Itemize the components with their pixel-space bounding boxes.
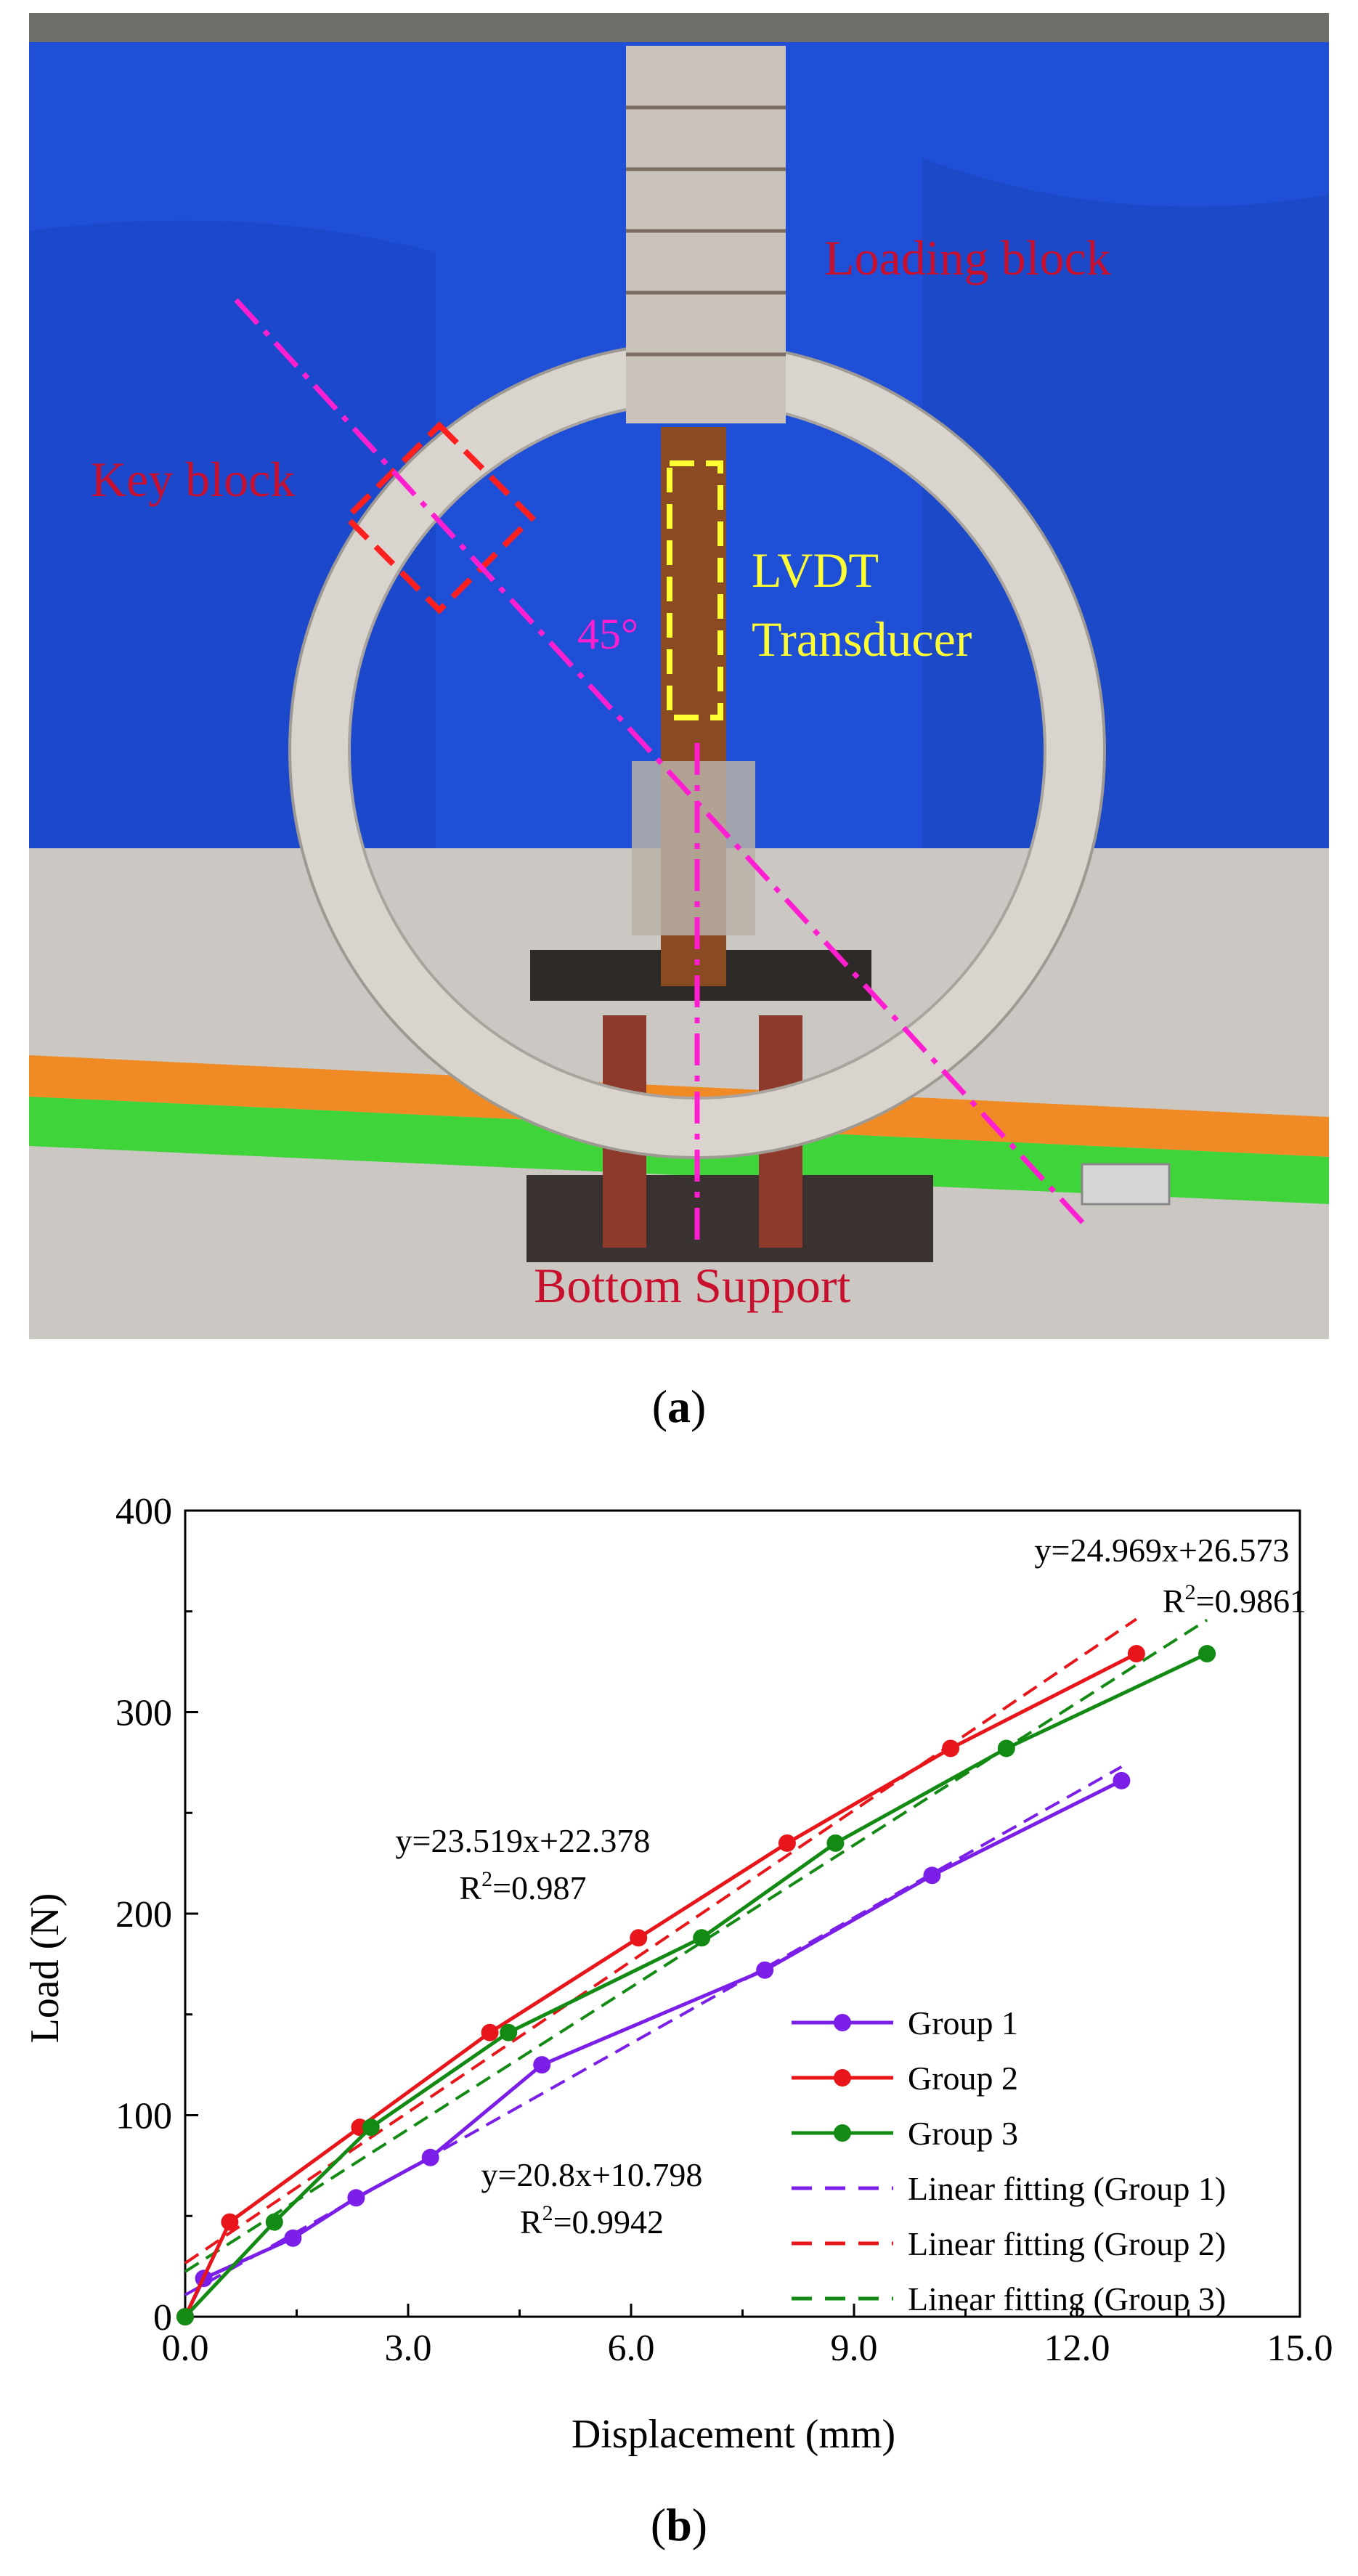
x-tick-label: 3.0 bbox=[385, 2328, 432, 2369]
key-block-label: Key block bbox=[91, 452, 295, 507]
series-line bbox=[183, 1651, 1138, 2318]
data-point bbox=[1113, 1771, 1131, 1789]
x-tick-label: 0.0 bbox=[162, 2328, 209, 2369]
data-point bbox=[942, 1739, 960, 1758]
legend: Group 1 Group 2 Group 3 Linear fitting (Gro… bbox=[792, 2004, 1226, 2317]
legend-label: Linear fitting (Group 1) bbox=[908, 2170, 1226, 2207]
curtain-fold bbox=[922, 158, 1329, 892]
data-point bbox=[826, 1834, 845, 1852]
transducer-label: Transducer bbox=[752, 612, 972, 667]
y-tick-label: 400 bbox=[115, 1491, 172, 1532]
diagonal-45-line bbox=[234, 298, 1088, 1228]
y-tick-label: 100 bbox=[115, 2096, 172, 2137]
data-point bbox=[500, 2023, 518, 2041]
x-tick-label: 12.0 bbox=[1044, 2328, 1110, 2369]
bottom-support-plate bbox=[526, 1175, 933, 1262]
loading-block-label: Loading block bbox=[824, 230, 1111, 285]
data-point bbox=[778, 1834, 796, 1852]
fit-r-squared: R2=0.987 bbox=[459, 1867, 586, 1906]
x-axis-label: Displacement (mm) bbox=[572, 2412, 895, 2457]
data-point bbox=[756, 1961, 774, 1979]
data-point bbox=[997, 1739, 1015, 1758]
caption-b: (b) bbox=[650, 2499, 708, 2551]
legend-swatch-marker bbox=[834, 2069, 851, 2087]
legend-label: Group 3 bbox=[908, 2115, 1018, 2152]
data-point bbox=[693, 1929, 711, 1947]
legend-swatch-marker bbox=[834, 2124, 851, 2142]
fit-annotations: y=24.969x+26.573 R2=0.9861 y=23.519x+22.37… bbox=[396, 1532, 1307, 2240]
test-setup-photo: Loading block Key block LVDT Transducer … bbox=[29, 13, 1329, 1339]
data-point bbox=[362, 2118, 380, 2137]
y-tick-label: 300 bbox=[115, 1693, 172, 1734]
y-axis-label: Load (N) bbox=[23, 1893, 68, 2044]
caption-b-letter: b bbox=[666, 2499, 692, 2551]
y-tick-label: 0 bbox=[153, 2297, 172, 2339]
data-point bbox=[1127, 1645, 1145, 1663]
data-point bbox=[265, 2213, 283, 2231]
lvdt-marker bbox=[667, 460, 723, 720]
legend-label: Linear fitting (Group 2) bbox=[908, 2225, 1226, 2262]
legend-swatch-marker bbox=[834, 2014, 851, 2031]
sensor-box bbox=[1081, 1163, 1171, 1206]
series-line bbox=[184, 1651, 1208, 2318]
data-point bbox=[176, 2308, 194, 2325]
data-series bbox=[176, 1645, 1216, 2325]
lvdt-label: LVDT bbox=[752, 543, 879, 598]
angle-label: 45° bbox=[577, 610, 638, 658]
y-tick-label: 200 bbox=[115, 1894, 172, 1935]
data-point bbox=[481, 2023, 499, 2041]
data-point bbox=[221, 2213, 239, 2231]
data-point bbox=[347, 2189, 365, 2207]
loading-block-stack bbox=[626, 46, 786, 423]
fit-r-squared: R2=0.9861 bbox=[1163, 1580, 1306, 1620]
fit-r-squared: R2=0.9942 bbox=[520, 2201, 664, 2240]
load-displacement-chart: 0.0 3.0 6.0 9.0 12.0 15.0 0 100 200 300 400 y=24.9… bbox=[23, 1491, 1333, 2457]
legend-label: Linear fitting (Group 3) bbox=[908, 2280, 1226, 2317]
top-wall bbox=[29, 13, 1329, 42]
data-point bbox=[1198, 1645, 1216, 1663]
loading-block-seams bbox=[626, 105, 786, 357]
caption-a-letter: a bbox=[667, 1381, 691, 1432]
caption-a: (a) bbox=[651, 1381, 707, 1432]
x-tick-label: 15.0 bbox=[1267, 2328, 1333, 2369]
fit-equation: y=20.8x+10.798 bbox=[481, 2156, 703, 2193]
bottom-support-label: Bottom Support bbox=[534, 1258, 850, 1313]
fit-line bbox=[184, 1617, 1137, 2264]
legend-label: Group 2 bbox=[908, 2060, 1018, 2097]
data-point bbox=[923, 1866, 941, 1885]
data-point bbox=[630, 1929, 648, 1947]
data-point bbox=[533, 2056, 551, 2074]
x-tick-label: 6.0 bbox=[608, 2328, 655, 2369]
fit-equation: y=23.519x+22.378 bbox=[396, 1822, 651, 1859]
clamp-frame bbox=[632, 761, 755, 935]
legend-label: Group 1 bbox=[908, 2004, 1018, 2041]
x-tick-label: 9.0 bbox=[831, 2328, 878, 2369]
fit-line bbox=[184, 1618, 1208, 2273]
axes: 0.0 3.0 6.0 9.0 12.0 15.0 0 100 200 300 400 bbox=[115, 1491, 1333, 2369]
fit-equation: y=24.969x+26.573 bbox=[1035, 1532, 1290, 1569]
data-point bbox=[421, 2148, 439, 2166]
data-point bbox=[284, 2229, 302, 2247]
